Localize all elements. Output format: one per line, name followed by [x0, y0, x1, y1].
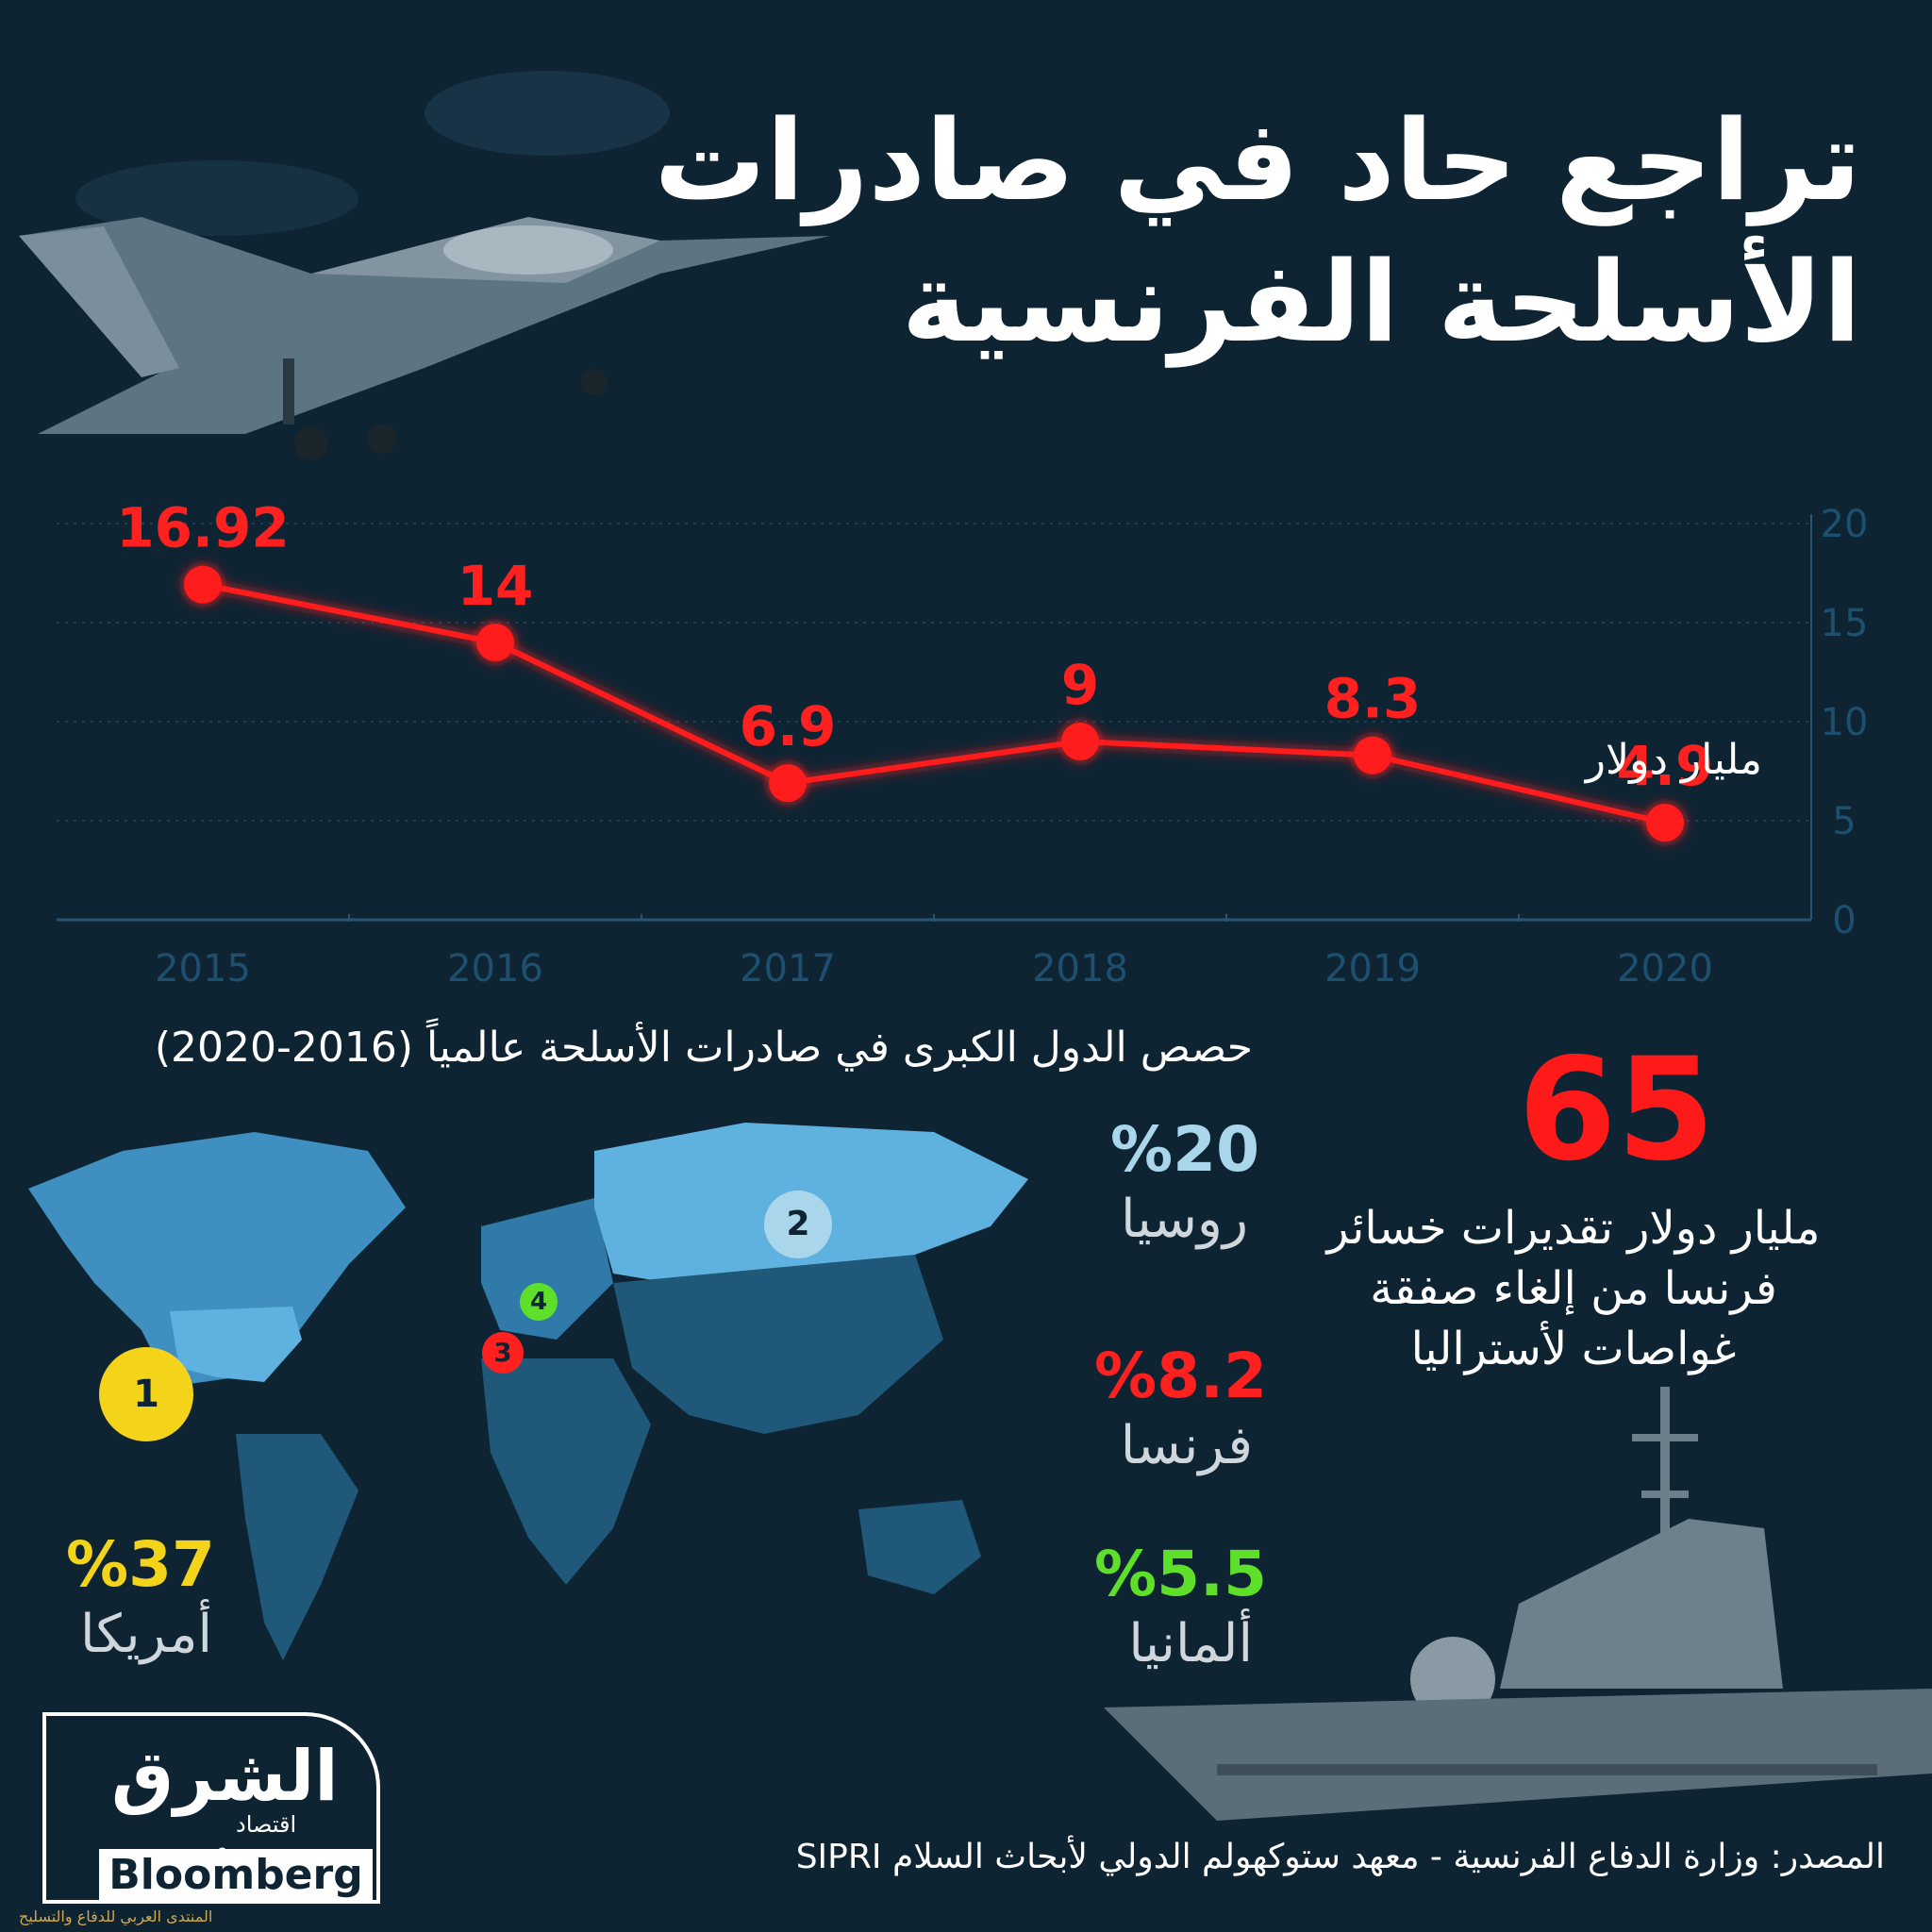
- y-tick-label: 20: [1821, 503, 1869, 546]
- exports-line-chart: 0 5 10 15 20 2015 2016 2017 2018 2019 2020 16.92 1…: [57, 496, 1869, 991]
- loss-description: مليار دولار تقديرات خسائر فرنسا من إلغاء…: [1326, 1202, 1821, 1375]
- logo-frame: [42, 1712, 380, 1904]
- share-country-russia: روسيا: [1121, 1189, 1248, 1250]
- x-tick-label: 2020: [1617, 947, 1713, 991]
- australia-shape: [858, 1500, 981, 1594]
- x-tick-label: 2019: [1324, 947, 1421, 991]
- x-tick-label: 2017: [740, 947, 836, 991]
- share-country-france: فرنسا: [1120, 1415, 1253, 1476]
- y-tick-label: 15: [1821, 602, 1869, 645]
- series-line: [202, 581, 1666, 826]
- rank-marker-1: 1: [99, 1347, 193, 1441]
- data-point: [184, 565, 222, 604]
- share-pct-usa: %37: [66, 1528, 215, 1601]
- watermark: المنتدى العربي للدفاع والتسليح: [19, 1907, 213, 1925]
- y-tick-label: 5: [1832, 800, 1856, 843]
- share-country-usa: أمريكا: [80, 1604, 213, 1665]
- map-title: حصص الدول الكبرى في صادرات الأسلحة عالمي…: [154, 1024, 1253, 1072]
- y-tick-label: 10: [1821, 701, 1869, 744]
- logo-subtitle: اقتصاد: [236, 1811, 297, 1838]
- data-label: 14: [458, 554, 534, 618]
- x-tick-label: 2015: [155, 947, 251, 991]
- data-point: [1061, 723, 1099, 760]
- fighter-jet-illustration: [19, 71, 830, 460]
- title-line-1: تراجع حاد في صادرات: [654, 95, 1861, 225]
- source-note: المصدر: وزارة الدفاع الفرنسية - معهد ستو…: [795, 1838, 1885, 1876]
- asia-shape: [613, 1255, 943, 1434]
- data-point: [1646, 804, 1684, 842]
- logo-bloomberg: Bloomberg: [99, 1849, 373, 1902]
- share-pct-germany: %5.5: [1093, 1538, 1267, 1610]
- rank-marker-2: 2: [764, 1191, 832, 1258]
- data-point: [769, 764, 807, 803]
- title-line-2: الأسلحة الفرنسية: [901, 237, 1861, 367]
- y-tick-label: 0: [1832, 899, 1856, 942]
- data-label: 9: [1061, 653, 1099, 717]
- africa-shape: [481, 1358, 651, 1585]
- page-title: تراجع حاد في صادرات الأسلحة الفرنسية: [635, 90, 1861, 373]
- data-point: [476, 624, 514, 661]
- usa-shape: [170, 1307, 302, 1382]
- data-label: 16.92: [116, 496, 289, 560]
- europe-shape: [481, 1198, 613, 1340]
- data-point: [1354, 736, 1391, 774]
- warship-illustration: [1104, 1387, 1932, 1821]
- data-label: 8.3: [1324, 667, 1422, 731]
- data-label: 6.9: [740, 694, 837, 758]
- x-tick-label: 2018: [1032, 947, 1128, 991]
- unit-label: مليار دولار: [1585, 736, 1762, 784]
- data-label: 4.9: [1617, 734, 1714, 798]
- share-pct-france: %8.2: [1093, 1340, 1267, 1412]
- north-america-shape: [28, 1132, 406, 1387]
- south-america-shape: [236, 1434, 358, 1660]
- loss-big-number: 65: [1518, 1028, 1715, 1192]
- logo-asharq-text: الشرق: [111, 1736, 339, 1817]
- share-country-germany: ألمانيا: [1128, 1613, 1253, 1674]
- x-tick-label: 2016: [447, 947, 543, 991]
- share-pct-russia: %20: [1110, 1113, 1259, 1186]
- rank-marker-3: 3: [482, 1332, 524, 1374]
- rank-marker-4: 4: [520, 1283, 558, 1321]
